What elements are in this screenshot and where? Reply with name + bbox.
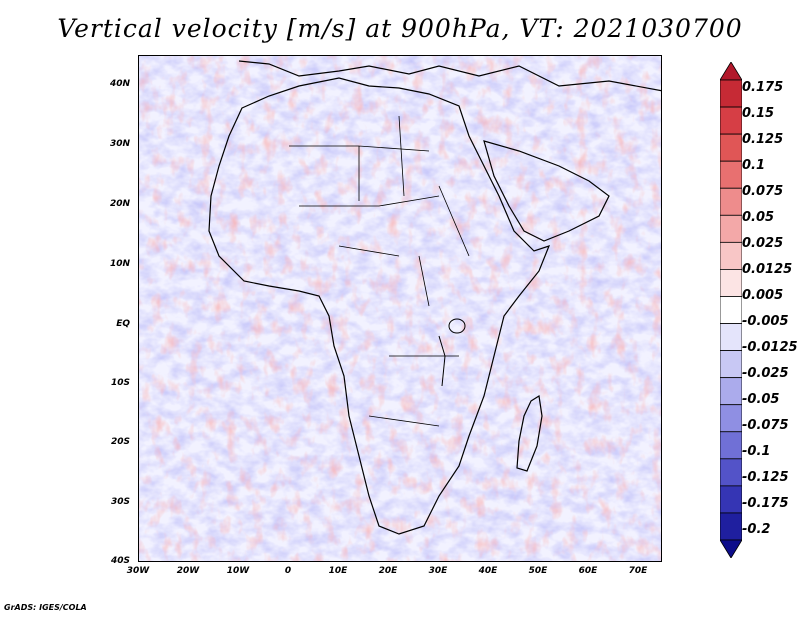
colorbar-segment: [720, 187, 742, 216]
colorbar-label: -0.0125: [742, 340, 798, 355]
y-label-30s: 30S: [110, 497, 130, 507]
x-label-60e: 60E: [578, 566, 598, 576]
colorbar-segment: [720, 485, 742, 514]
map-panel: [138, 55, 662, 562]
africa-coastline: [208, 77, 551, 535]
y-label-eq: EQ: [116, 319, 130, 329]
colorbar-segment: [720, 296, 742, 324]
x-label-20w: 20W: [176, 566, 200, 576]
vertical-velocity-field: [139, 56, 661, 561]
colorbar-label: -0.025: [742, 366, 789, 381]
country-borders: [289, 115, 470, 427]
colorbar-segment: [720, 106, 742, 135]
colorbar-segment: [720, 377, 742, 406]
colorbar-segment: [720, 214, 742, 243]
colorbar-label: 0.15: [742, 106, 775, 121]
y-label-30n: 30N: [109, 139, 130, 149]
lake-tanganyika: [438, 335, 446, 387]
colorbar-label: 0.0125: [742, 262, 793, 277]
arabia-coastline: [483, 140, 610, 242]
colorbar-label: -0.2: [742, 522, 771, 537]
x-label-10w: 10W: [226, 566, 250, 576]
x-label-0: 0: [284, 566, 292, 576]
colorbar-segment: [720, 350, 742, 379]
velocity-shading: [139, 56, 661, 561]
x-label-10e: 10E: [328, 566, 348, 576]
x-label-70e: 70E: [628, 566, 648, 576]
madagascar-coastline: [516, 395, 543, 472]
colorbar-segment: [720, 458, 742, 487]
colorbar-label: 0.1: [742, 158, 766, 173]
x-label-30e: 30E: [428, 566, 448, 576]
x-label-20e: 20E: [378, 566, 398, 576]
colorbar-segment: [720, 539, 742, 558]
colorbar-label: -0.125: [742, 470, 789, 485]
colorbar-label: 0.05: [742, 210, 775, 225]
y-label-40s: 40S: [110, 556, 130, 566]
colorbar-label: -0.05: [742, 392, 780, 407]
colorbar-segment: [720, 79, 742, 108]
y-label-20n: 20N: [109, 199, 130, 209]
colorbar-segment: [720, 160, 742, 189]
colorbar-label: -0.005: [742, 314, 789, 329]
colorbar-label: -0.175: [742, 496, 789, 511]
x-label-30w: 30W: [126, 566, 150, 576]
x-label-40e: 40E: [478, 566, 498, 576]
colorbar-segment: [720, 62, 742, 81]
y-label-40n: 40N: [109, 79, 130, 89]
colorbar-label: 0.075: [742, 184, 784, 199]
colorbar-segment: [720, 323, 742, 351]
colorbar-label: 0.025: [742, 236, 784, 251]
colorbar-segment: [720, 241, 742, 270]
lake-victoria: [448, 318, 466, 334]
colorbar-segment: [720, 269, 742, 297]
x-label-50e: 50E: [528, 566, 548, 576]
colorbar-label: 0.125: [742, 132, 784, 147]
colorbar-segment: [720, 431, 742, 460]
colorbar-label: 0.005: [742, 288, 784, 303]
y-label-10s: 10S: [110, 378, 130, 388]
footer-credit: GrADS: IGES/COLA: [4, 603, 87, 612]
colorbar-segment: [720, 133, 742, 162]
colorbar-label: 0.175: [742, 80, 784, 95]
colorbar-label: -0.075: [742, 418, 789, 433]
colorbar: [720, 62, 742, 558]
colorbar-segment: [720, 404, 742, 433]
y-label-20s: 20S: [110, 437, 130, 447]
chart-title: Vertical velocity [m/s] at 900hPa, VT: 2…: [57, 14, 743, 43]
y-label-10n: 10N: [109, 259, 130, 269]
europe-coastline: [238, 60, 661, 92]
colorbar-label: -0.1: [742, 444, 771, 459]
colorbar-segment: [720, 512, 742, 541]
